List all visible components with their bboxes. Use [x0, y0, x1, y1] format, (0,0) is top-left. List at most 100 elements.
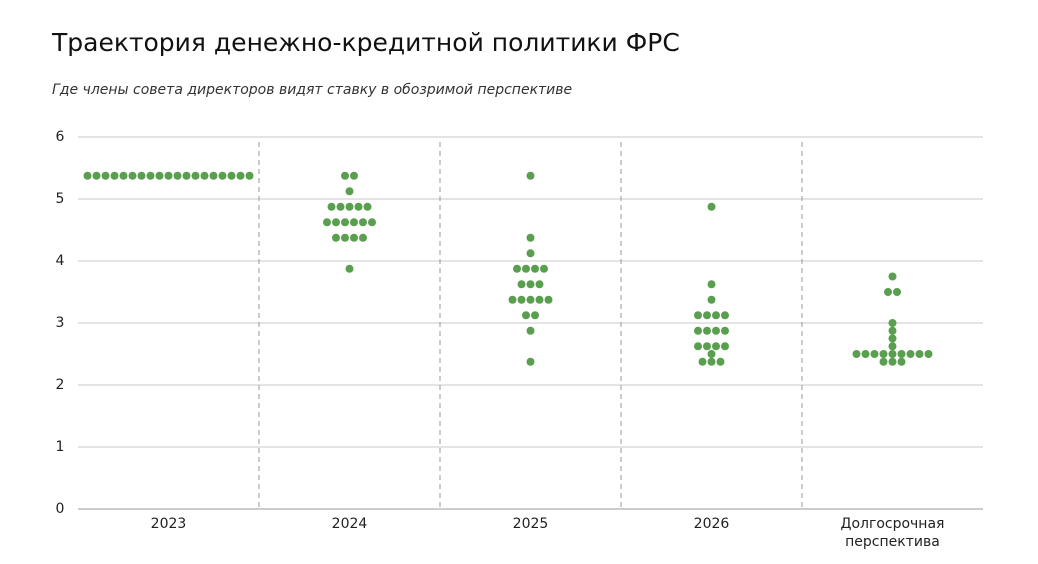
dot — [332, 233, 340, 242]
dot — [888, 326, 897, 335]
dot — [327, 202, 336, 211]
x-tick-label: 2026 — [693, 516, 730, 532]
dot — [897, 350, 906, 358]
dot — [879, 350, 888, 358]
dot — [694, 326, 702, 335]
dot — [526, 326, 535, 335]
dot — [888, 350, 897, 358]
dot — [236, 171, 245, 180]
dot — [531, 311, 539, 320]
dot — [332, 218, 340, 227]
y-tick-label: 3 — [56, 315, 65, 331]
dot — [526, 171, 535, 180]
dot — [703, 342, 711, 351]
dot — [137, 171, 146, 180]
dot — [721, 342, 729, 351]
dot — [341, 233, 349, 242]
dot — [359, 218, 367, 227]
dot — [110, 171, 119, 180]
dot — [336, 202, 345, 211]
y-tick-label: 6 — [56, 129, 65, 145]
dot — [173, 171, 182, 180]
dot — [345, 187, 354, 196]
x-tick-label: 2024 — [331, 516, 368, 532]
dot — [128, 171, 137, 180]
y-tick-label: 5 — [56, 191, 65, 207]
dot — [526, 249, 535, 258]
dot — [526, 233, 535, 242]
dot — [245, 171, 254, 180]
dot — [888, 342, 897, 351]
dot — [535, 280, 544, 289]
dot — [101, 171, 110, 180]
dot — [870, 350, 879, 358]
dot — [721, 326, 729, 335]
dot — [694, 311, 702, 320]
dot — [526, 357, 535, 366]
dot — [363, 202, 372, 211]
dot — [888, 272, 897, 281]
dot — [354, 202, 363, 211]
dot — [227, 171, 236, 180]
y-tick-label: 2 — [56, 377, 65, 393]
dot — [852, 350, 861, 358]
dot — [200, 171, 209, 180]
dot — [703, 326, 711, 335]
dot — [712, 311, 720, 320]
dot — [712, 326, 720, 335]
dot — [218, 171, 227, 180]
dot — [341, 171, 349, 180]
dot — [915, 350, 924, 358]
dot — [182, 171, 191, 180]
dot — [517, 295, 526, 304]
dot — [544, 295, 553, 304]
dot — [924, 350, 933, 358]
dot — [209, 171, 218, 180]
dot — [884, 288, 892, 296]
dot — [191, 171, 200, 180]
dot — [540, 264, 548, 273]
dot — [721, 311, 729, 320]
dot — [350, 218, 358, 227]
x-tick-label: 2023 — [150, 516, 187, 532]
dot — [513, 264, 521, 273]
dot — [707, 295, 716, 304]
dot — [893, 288, 901, 296]
dot — [350, 171, 358, 180]
dot — [155, 171, 164, 180]
dot — [712, 342, 720, 351]
dot — [517, 280, 526, 289]
chart-subtitle: Где члены совета директоров видят ставку… — [52, 82, 573, 98]
dot — [92, 171, 101, 180]
dot — [359, 233, 367, 242]
dot — [345, 202, 354, 211]
dot — [83, 171, 92, 180]
dot — [707, 202, 716, 211]
dot — [522, 264, 530, 273]
dot — [888, 334, 897, 343]
dot — [368, 218, 376, 227]
dot — [535, 295, 544, 304]
dot — [906, 350, 915, 358]
dot — [323, 218, 331, 227]
x-tick-label: Долгосрочная перспектива — [840, 516, 945, 550]
dot — [526, 280, 535, 289]
dot — [164, 171, 173, 180]
x-tick-label: 2025 — [512, 516, 549, 532]
dot — [341, 218, 349, 227]
dot — [522, 311, 530, 320]
dot — [146, 171, 155, 180]
dot — [716, 357, 725, 366]
y-tick-label: 0 — [56, 501, 65, 517]
dot — [526, 295, 535, 304]
dot — [703, 311, 711, 320]
dot — [694, 342, 702, 351]
dot — [119, 171, 128, 180]
dot — [861, 350, 870, 358]
dot — [508, 295, 517, 304]
dot — [531, 264, 539, 273]
dot — [879, 357, 888, 366]
dot — [888, 357, 897, 366]
